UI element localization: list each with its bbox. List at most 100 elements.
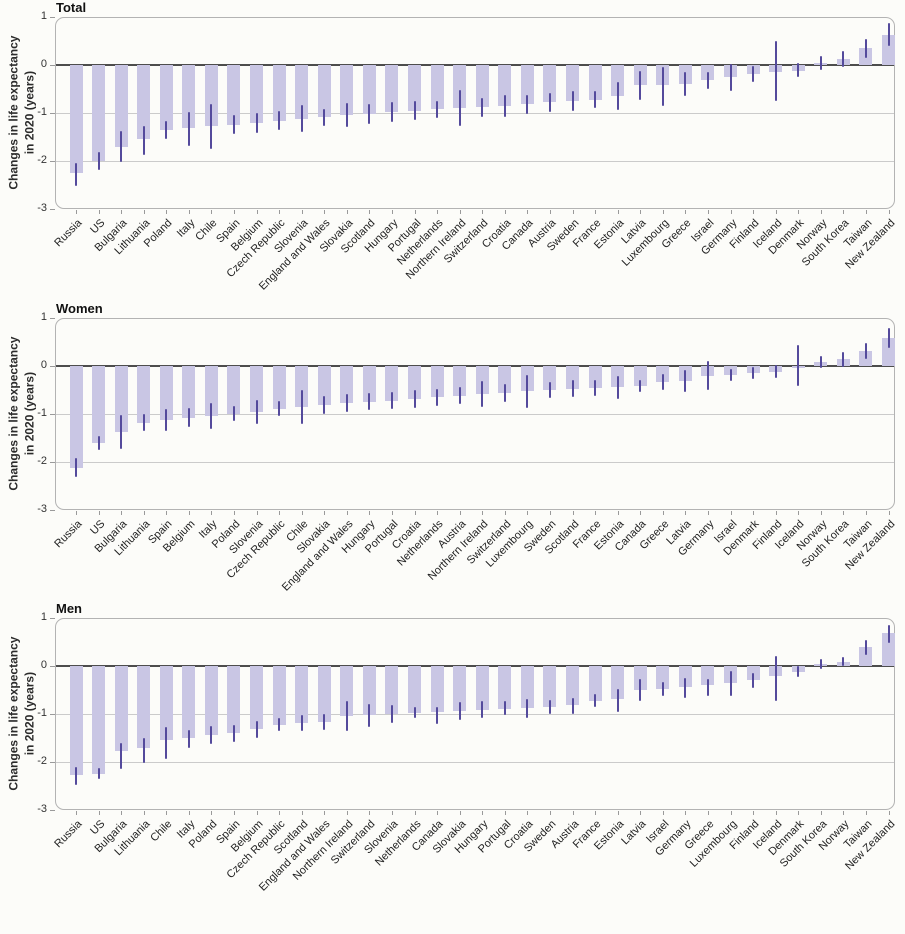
error-bar-total-czech-republic — [278, 111, 281, 131]
x-tick-mark — [98, 511, 100, 515]
x-tick-mark — [843, 811, 845, 815]
x-tick-mark — [572, 811, 574, 815]
bar-men-poland — [204, 666, 218, 736]
error-bar-women-us — [97, 436, 100, 450]
gridline-men--2 — [56, 762, 894, 763]
error-bar-total-canada — [526, 94, 529, 114]
error-bar-women-france — [594, 379, 597, 397]
error-bar-women-germany — [706, 361, 709, 390]
x-tick-mark — [504, 511, 506, 515]
error-bar-men-slovakia — [458, 702, 461, 721]
x-tick-mark — [166, 210, 168, 214]
bar-women-england-and-wales — [340, 366, 354, 403]
bar-women-spain — [159, 366, 173, 421]
x-tick-mark — [685, 511, 687, 515]
error-bar-women-denmark — [752, 366, 755, 380]
error-bar-men-south-korea — [819, 659, 822, 670]
error-bar-total-chile — [210, 104, 213, 149]
bar-men-slovakia — [453, 666, 467, 712]
x-tick-mark — [527, 210, 529, 214]
x-tick-mark — [753, 511, 755, 515]
error-bar-total-new-zealand — [887, 23, 890, 46]
error-bar-women-italy — [210, 403, 213, 430]
y-tick-label-total--1: -1 — [37, 106, 47, 118]
x-tick-mark — [301, 511, 303, 515]
x-tick-mark — [685, 811, 687, 815]
y-tick-label-men-0: 0 — [40, 659, 47, 671]
x-tick-mark — [662, 511, 664, 515]
bar-women-sweden — [543, 366, 557, 390]
y-tick-label-women--1: -1 — [37, 407, 47, 419]
error-bar-men-netherlands — [413, 706, 416, 718]
x-tick-mark — [414, 210, 416, 214]
bar-total-lithuania — [137, 65, 151, 140]
error-bar-men-germany — [684, 678, 687, 698]
y-tick-mark — [50, 17, 55, 18]
bar-men-czech-republic — [272, 666, 286, 725]
error-bar-women-slovenia — [255, 399, 258, 424]
y-tick-mark — [50, 318, 55, 319]
bar-total-us — [92, 65, 106, 161]
error-bar-women-bulgaria — [120, 414, 123, 449]
bar-women-france — [588, 366, 602, 389]
error-bar-total-italy — [187, 112, 190, 146]
error-bar-total-norway — [819, 56, 822, 70]
bar-total-hungary — [385, 65, 399, 113]
x-tick-mark — [414, 511, 416, 515]
x-tick-mark — [595, 511, 597, 515]
x-tick-mark — [324, 811, 326, 815]
error-bar-women-hungary — [368, 392, 371, 411]
error-bar-total-slovenia — [300, 105, 303, 133]
x-tick-mark — [888, 811, 890, 815]
error-bar-men-france — [594, 694, 597, 708]
x-tick-mark — [775, 811, 777, 815]
bar-total-england-and-wales — [317, 65, 331, 118]
bar-men-us — [92, 666, 106, 774]
error-bar-men-hungary — [481, 701, 484, 718]
error-bar-total-taiwan — [864, 38, 867, 59]
panel-title-total: Total — [56, 0, 87, 15]
error-bar-men-italy — [187, 729, 190, 748]
error-bar-men-lithuania — [142, 737, 145, 763]
x-tick-mark — [707, 511, 709, 515]
bar-women-netherlands — [430, 366, 444, 398]
bar-total-canada — [520, 65, 534, 105]
error-bar-women-chile — [300, 390, 303, 424]
x-tick-mark — [121, 811, 123, 815]
x-tick-mark — [166, 811, 168, 815]
bar-men-israel — [656, 666, 670, 690]
x-tick-mark — [888, 511, 890, 515]
bar-women-lithuania — [137, 366, 151, 423]
y-tick-label-women--3: -3 — [37, 503, 47, 515]
error-bar-men-israel — [661, 682, 664, 696]
bar-women-slovenia — [250, 366, 264, 412]
x-tick-mark — [617, 511, 619, 515]
x-tick-mark — [76, 811, 77, 815]
y-tick-mark — [50, 762, 55, 763]
x-tick-mark — [301, 811, 303, 815]
bar-men-belgium — [250, 666, 264, 729]
error-bar-men-chile — [165, 727, 168, 760]
x-tick-mark — [211, 210, 213, 214]
bar-women-russia — [69, 366, 83, 468]
bar-women-canada — [633, 366, 647, 387]
x-tick-mark — [98, 811, 100, 815]
y-tick-label-total-1: 1 — [40, 10, 47, 22]
x-tick-mark — [324, 210, 326, 214]
x-tick-mark — [391, 511, 393, 515]
bar-women-switzerland — [498, 366, 512, 393]
error-bar-men-bulgaria — [120, 742, 123, 769]
x-tick-mark — [549, 811, 551, 815]
bar-men-switzerland — [362, 666, 376, 715]
x-tick-mark — [820, 210, 822, 214]
error-bar-total-denmark — [797, 63, 800, 78]
error-bar-total-croatia — [503, 94, 506, 117]
y-tick-label-women--2: -2 — [37, 455, 47, 467]
x-tick-mark — [459, 511, 461, 515]
y-tick-label-men-1: 1 — [40, 611, 47, 623]
x-tick-mark — [595, 811, 597, 815]
error-bar-total-russia — [75, 163, 77, 186]
bar-total-spain — [227, 65, 241, 125]
bar-total-france — [588, 65, 602, 100]
zero-line-total — [56, 64, 894, 66]
